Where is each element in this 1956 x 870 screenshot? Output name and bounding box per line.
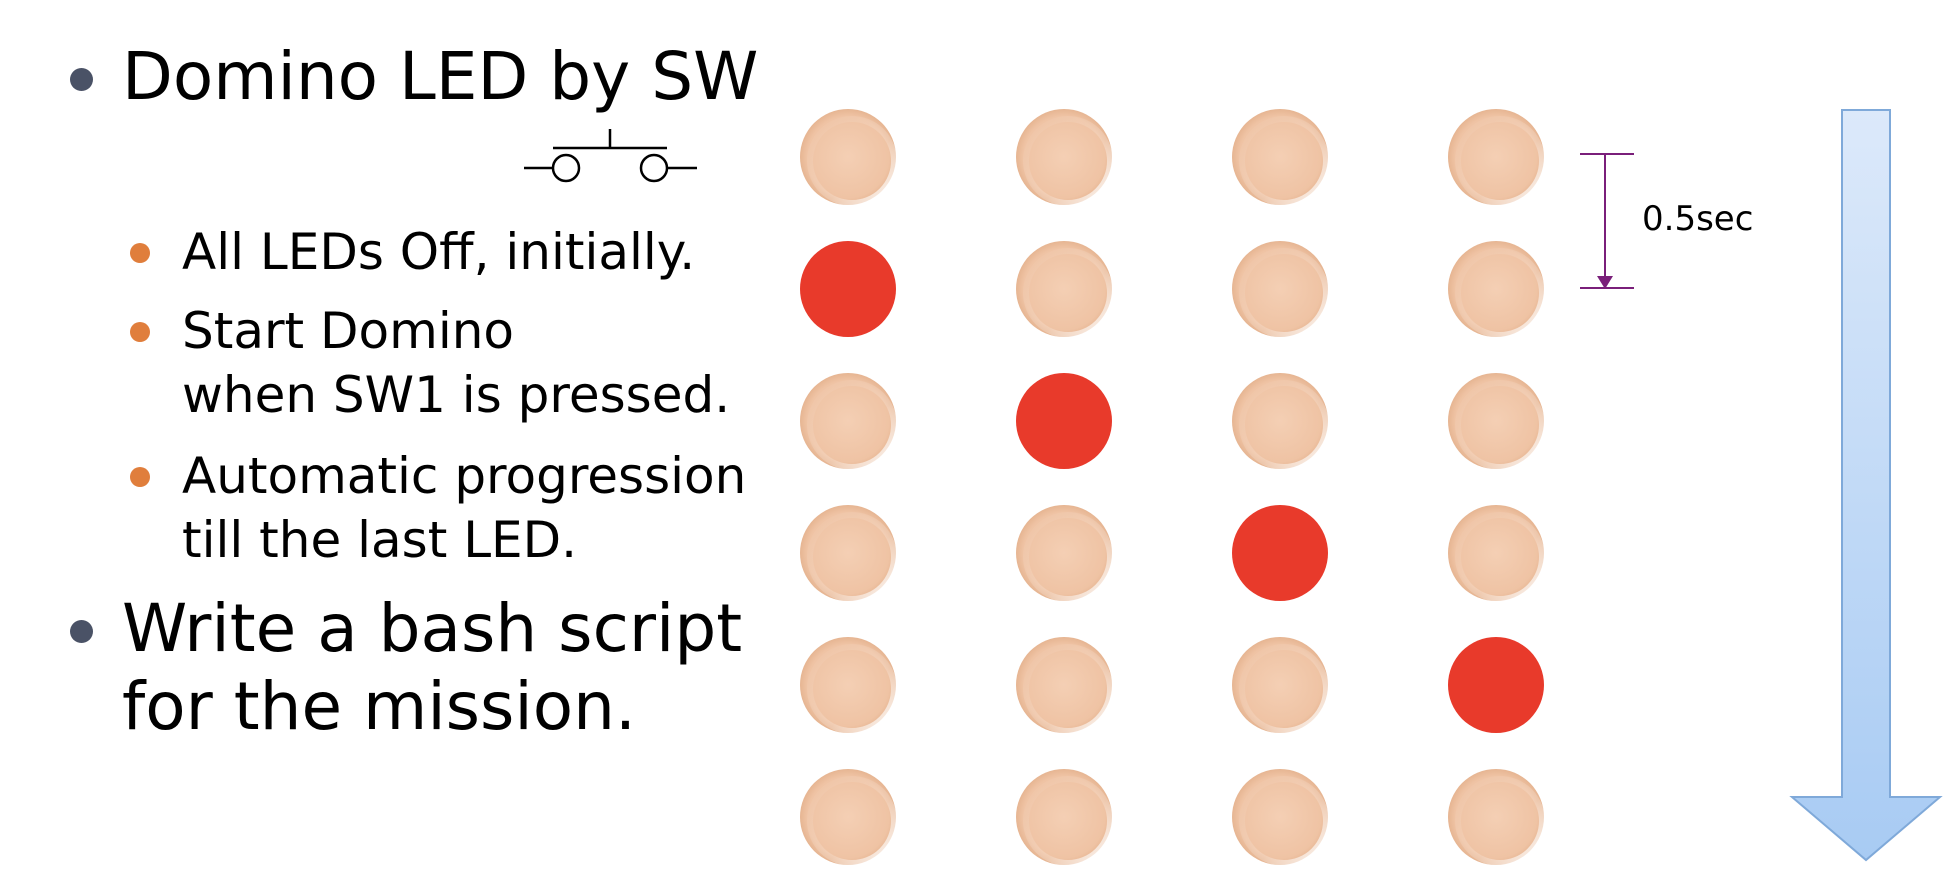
led-highlight [1239, 116, 1329, 206]
led-highlight [1455, 776, 1545, 866]
led-highlight [1023, 512, 1113, 602]
bullet-list: Domino LED by SW All LEDs Off, initially… [0, 0, 780, 870]
led-on [800, 241, 896, 337]
sub-bullet-text: when SW1 is pressed. [182, 366, 731, 424]
sub-bullet-text: Automatic progression [182, 447, 747, 505]
led-highlight [1455, 512, 1545, 602]
led-highlight [1455, 380, 1545, 470]
bullet-marker [70, 68, 93, 91]
led-highlight [1239, 248, 1329, 338]
led-highlight [1239, 380, 1329, 470]
timing-marker [1580, 153, 1634, 289]
led-highlight [807, 776, 897, 866]
led-highlight [807, 512, 897, 602]
sub-bullet-marker [130, 243, 150, 263]
sub-bullet-text: till the last LED. [182, 511, 578, 569]
led-highlight [807, 116, 897, 206]
timing-label: 0.5sec [1642, 199, 1753, 239]
led-grid [800, 109, 1545, 866]
led-highlight [1023, 776, 1113, 866]
sub-bullet-text: Start Domino [182, 302, 515, 360]
led-highlight [1023, 644, 1113, 734]
led-highlight [1023, 116, 1113, 206]
led-on [1232, 505, 1328, 601]
bullet-text: for the mission. [122, 668, 636, 745]
bullet-text: Write a bash script [122, 590, 743, 667]
led-highlight [1455, 248, 1545, 338]
sub-bullet-marker [130, 322, 150, 342]
led-highlight [1239, 644, 1329, 734]
led-highlight [1023, 248, 1113, 338]
bullet-text: Domino LED by SW [122, 38, 759, 115]
sub-bullet-marker [130, 467, 150, 487]
led-highlight [807, 644, 897, 734]
led-on [1016, 373, 1112, 469]
bullet-marker [70, 620, 93, 643]
down-arrow-icon [1789, 109, 1943, 862]
sub-bullet-text: All LEDs Off, initially. [182, 223, 696, 281]
switch-symbol-icon [524, 129, 697, 183]
led-highlight [807, 380, 897, 470]
led-highlight [1455, 116, 1545, 206]
led-on [1448, 637, 1544, 733]
led-highlight [1239, 776, 1329, 866]
